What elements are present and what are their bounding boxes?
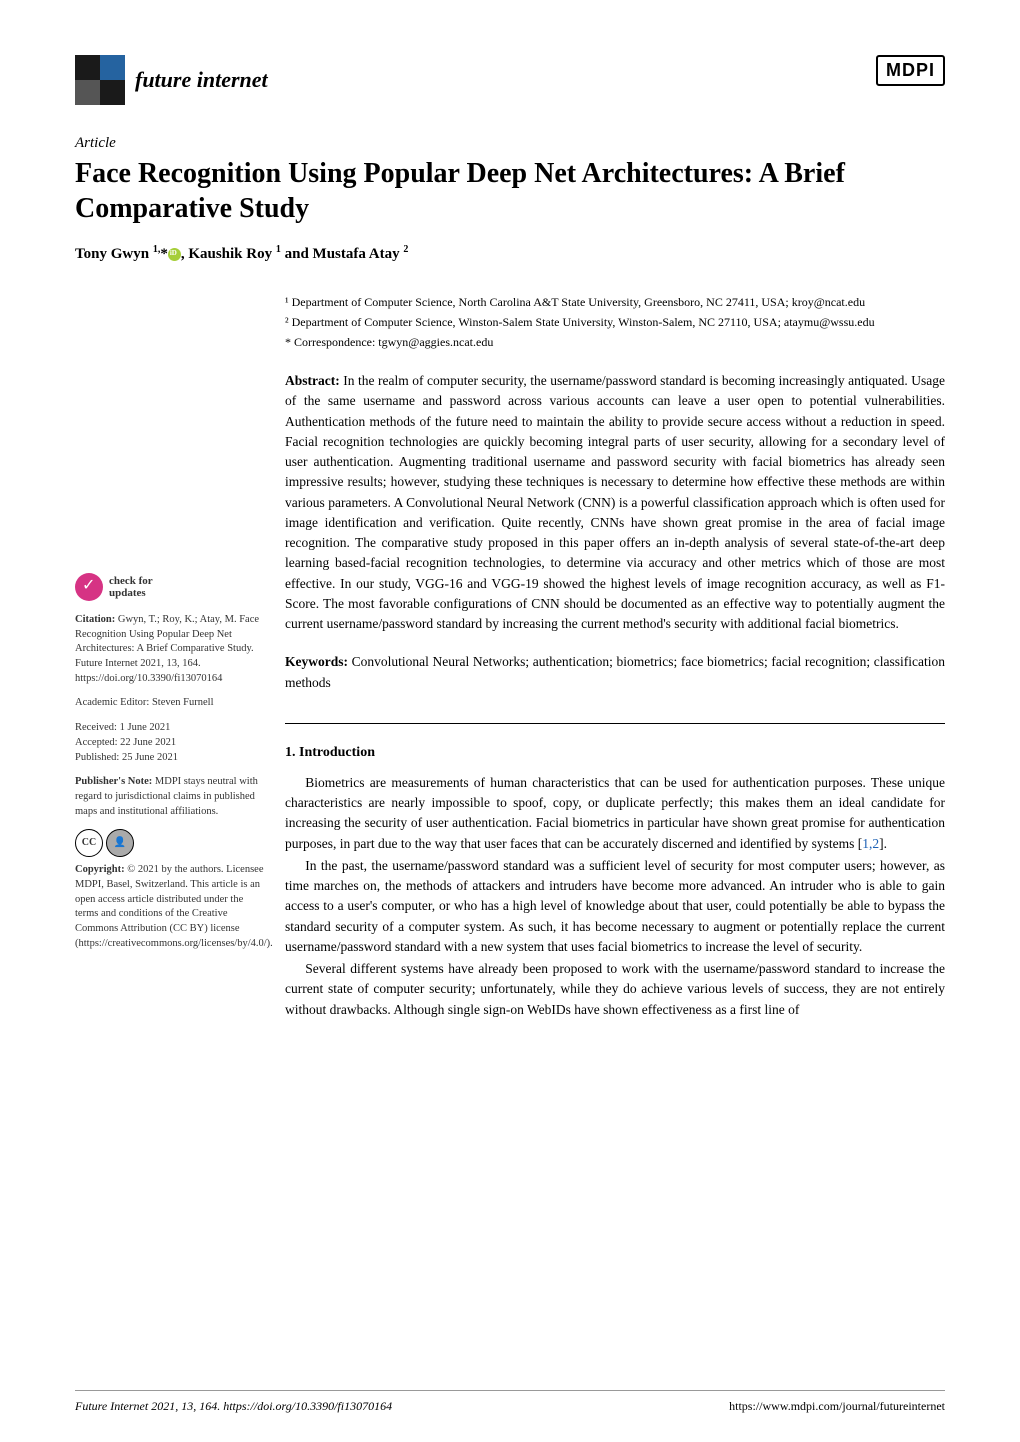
citation-block: Citation: Gwyn, T.; Roy, K.; Atay, M. Fa… [75,613,265,686]
page-footer: Future Internet 2021, 13, 164. https://d… [75,1390,945,1414]
by-badge-icon: 👤 [106,829,134,857]
intro-p1-end: ]. [879,836,887,851]
article-title: Face Recognition Using Popular Deep Net … [75,156,945,226]
publisher-note-label: Publisher's Note: [75,776,152,787]
received-date: Received: 1 June 2021 [75,722,170,733]
accepted-date: Accepted: 22 June 2021 [75,737,176,748]
affiliation-1: ¹ Department of Computer Science, North … [285,293,945,311]
editor-line: Academic Editor: Steven Furnell [75,696,265,711]
main-content: ¹ Department of Computer Science, North … [285,293,945,1022]
sidebar: check forupdates Citation: Gwyn, T.; Roy… [75,293,265,1022]
dates-block: Received: 1 June 2021 Accepted: 22 June … [75,721,265,765]
authors-line: Tony Gwyn 1,*, Kaushik Roy 1 and Mustafa… [75,244,945,263]
affiliations-block: ¹ Department of Computer Science, North … [285,293,945,351]
section-divider [285,723,945,724]
cc-license-icon: CC 👤 [75,829,265,857]
intro-p1: Biometrics are measurements of human cha… [285,773,945,854]
journal-name: future internet [135,67,268,93]
check-updates-label: check forupdates [109,575,153,599]
publisher-note-block: Publisher's Note: MDPI stays neutral wit… [75,775,265,819]
intro-p1-text: Biometrics are measurements of human cha… [285,775,945,851]
cc-badge-icon: CC [75,829,103,857]
page-header: future internet MDPI [75,55,945,105]
published-date: Published: 25 June 2021 [75,752,178,763]
check-updates-badge[interactable]: check forupdates [75,573,265,601]
footer-url[interactable]: https://www.mdpi.com/journal/futureinter… [729,1399,945,1414]
copyright-label: Copyright: [75,864,125,875]
check-icon [75,573,103,601]
affiliation-2: ² Department of Computer Science, Winsto… [285,313,945,331]
keywords-block: Keywords: Convolutional Neural Networks;… [285,652,945,693]
abstract-text: In the realm of computer security, the u… [285,373,945,631]
footer-citation: Future Internet 2021, 13, 164. https://d… [75,1399,392,1414]
intro-heading: 1. Introduction [285,742,945,763]
journal-logo: future internet [75,55,268,105]
intro-p3: Several different systems have already b… [285,959,945,1020]
abstract-label: Abstract: [285,373,340,388]
orcid-icon [168,248,181,261]
copyright-block: Copyright: © 2021 by the authors. Licens… [75,863,265,951]
correspondence: * Correspondence: tgwyn@aggies.ncat.edu [285,333,945,351]
article-type: Article [75,135,945,152]
publisher-logo: MDPI [876,55,945,86]
intro-p2: In the past, the username/password stand… [285,856,945,957]
journal-qr-icon [75,55,125,105]
abstract-block: Abstract: In the realm of computer secur… [285,371,945,634]
keywords-label: Keywords: [285,654,348,669]
citation-label: Citation: [75,614,115,625]
keywords-text: Convolutional Neural Networks; authentic… [285,654,945,689]
copyright-text: © 2021 by the authors. Licensee MDPI, Ba… [75,864,273,948]
ref-link[interactable]: 1,2 [862,836,879,851]
